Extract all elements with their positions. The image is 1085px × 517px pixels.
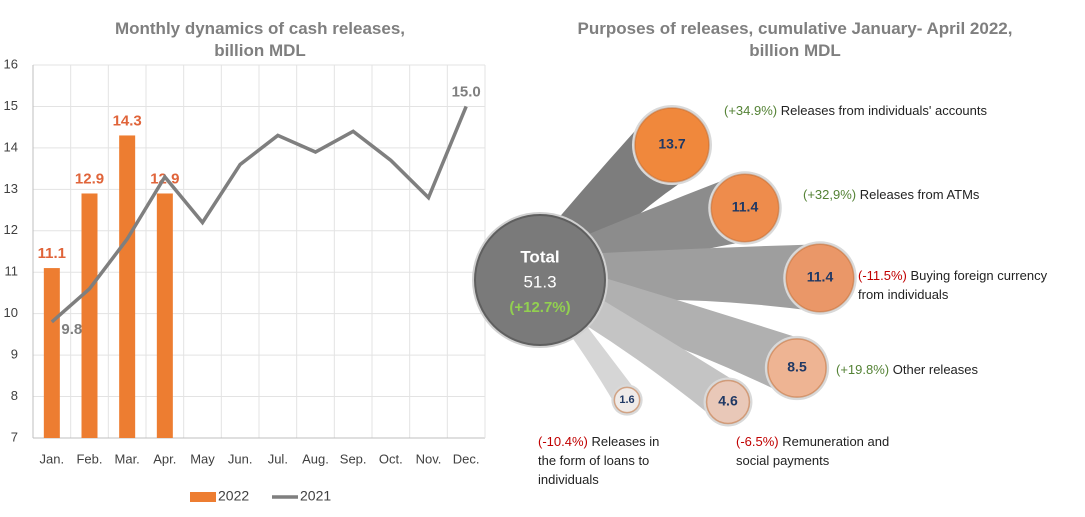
y-tick-label: 16 bbox=[4, 56, 18, 71]
y-tick-label: 7 bbox=[11, 429, 18, 444]
total-change: (+12.7%) bbox=[509, 299, 570, 316]
label: Releases from individuals' accounts bbox=[780, 103, 987, 118]
bubble bbox=[613, 386, 641, 414]
bubble-value: 11.4 bbox=[732, 199, 759, 215]
bubble bbox=[634, 107, 710, 183]
line bbox=[50, 105, 468, 324]
bubble-value: 13.7 bbox=[658, 136, 685, 152]
total-value: 51.3 bbox=[523, 272, 556, 291]
bubble-value: 1.6 bbox=[619, 394, 634, 406]
label: Releases in the form of loans to individ… bbox=[538, 434, 660, 487]
bar bbox=[156, 193, 173, 438]
bar bbox=[119, 135, 136, 438]
total-bubble bbox=[474, 214, 606, 346]
data-label: 15.0 bbox=[452, 83, 481, 100]
bubble-value: 8.5 bbox=[787, 359, 807, 375]
change: (+32,9%) bbox=[803, 187, 857, 202]
y-tick-label: 10 bbox=[4, 305, 18, 320]
y-tick-label: 11 bbox=[5, 264, 19, 279]
x-tick-label: May bbox=[190, 451, 215, 466]
y-tick-label: 12 bbox=[4, 222, 18, 237]
bar bbox=[43, 268, 60, 438]
bubble bbox=[785, 243, 855, 313]
change: (-11.5%) bbox=[858, 268, 907, 283]
x-tick-label: Aug. bbox=[302, 451, 329, 466]
bubble bbox=[705, 379, 751, 425]
y-tick-label: 9 bbox=[11, 347, 18, 362]
x-tick-label: Sep. bbox=[340, 451, 367, 466]
data-label: 11.1 bbox=[38, 245, 66, 262]
y-tick-label: 8 bbox=[11, 388, 18, 403]
label: Other releases bbox=[892, 362, 979, 377]
legend-swatch bbox=[190, 492, 216, 502]
bubble bbox=[767, 338, 827, 398]
legend-label: 2021 bbox=[300, 488, 331, 504]
legend-label: 2022 bbox=[218, 488, 249, 504]
data-label: 14.3 bbox=[113, 112, 142, 129]
y-tick-label: 14 bbox=[4, 139, 18, 154]
x-tick-label: Nov. bbox=[416, 451, 442, 466]
bubble-label: (-10.4%) Releases in the form of loans t… bbox=[538, 432, 678, 489]
data-label: 9.8 bbox=[61, 321, 82, 338]
x-tick-label: Feb. bbox=[76, 451, 102, 466]
x-tick-label: Dec. bbox=[453, 451, 480, 466]
y-tick-label: 13 bbox=[4, 181, 18, 196]
label: Remuneration and social payments bbox=[736, 434, 890, 468]
label: Releases from ATMs bbox=[859, 187, 980, 202]
change: (+34.9%) bbox=[724, 103, 778, 118]
y-tick-label: 15 bbox=[4, 98, 18, 113]
chart-title: Purposes of releases, cumulative January… bbox=[577, 19, 1013, 60]
x-tick-label: Jun. bbox=[228, 451, 253, 466]
total-label: Total bbox=[520, 247, 559, 266]
bubble-label: (+34.9%) Releases from individuals' acco… bbox=[724, 101, 1054, 120]
bubble-label: (-11.5%) Buying foreign currency from in… bbox=[858, 266, 1073, 304]
bubble bbox=[710, 173, 780, 243]
bar bbox=[81, 193, 98, 438]
bubble-label: (+19.8%) Other releases bbox=[836, 360, 1066, 379]
change: (-10.4%) bbox=[538, 434, 588, 449]
x-tick-label: Mar. bbox=[115, 451, 140, 466]
chart-title: Monthly dynamics of cash releases, billi… bbox=[114, 19, 406, 60]
change: (+19.8%) bbox=[836, 362, 890, 377]
x-tick-label: Jul. bbox=[268, 451, 288, 466]
change: (-6.5%) bbox=[736, 434, 779, 449]
x-tick-label: Apr. bbox=[153, 451, 176, 466]
bubble-label: (-6.5%) Remuneration and social payments bbox=[736, 432, 906, 470]
bubble-value: 4.6 bbox=[718, 393, 738, 409]
bubble-label: (+32,9%) Releases from ATMs bbox=[803, 185, 1063, 204]
data-label: 12.9 bbox=[75, 170, 104, 187]
x-tick-label: Jan. bbox=[40, 451, 65, 466]
label: Buying foreign currency from individuals bbox=[858, 268, 1048, 302]
x-tick-label: Oct. bbox=[379, 451, 403, 466]
bubble-value: 11.4 bbox=[807, 269, 834, 285]
